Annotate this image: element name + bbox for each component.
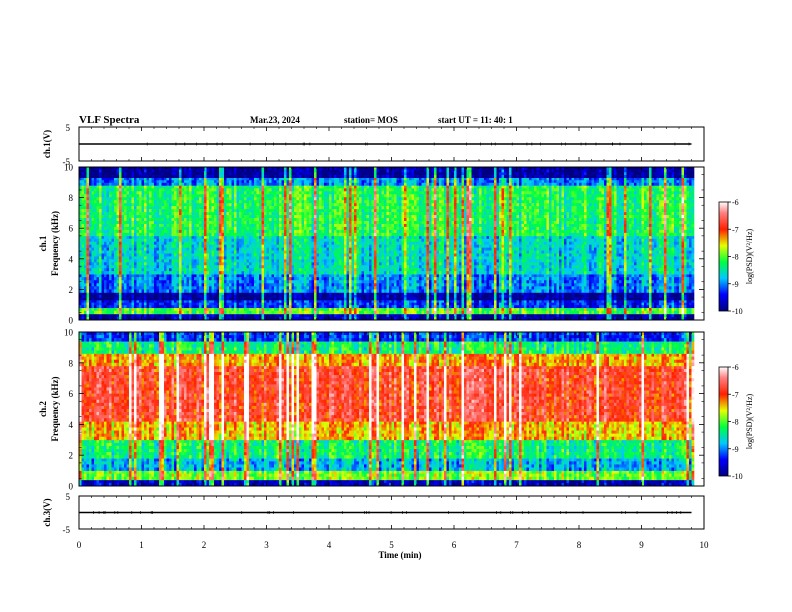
y-tick-label: 0 — [69, 482, 74, 492]
colorbar-tick-label: -10 — [732, 472, 743, 481]
x-tick-label: 4 — [327, 540, 332, 550]
x-tick-label: 9 — [639, 540, 644, 550]
y-tick-label: 4 — [69, 254, 74, 264]
colorbar-tick-label: -7 — [732, 390, 739, 399]
date-label: Mar.23, 2024 — [250, 115, 300, 125]
y-tick-label: 6 — [69, 224, 74, 234]
ch1-colorbar: -6 -7 -8 -9 -10 log(PSD)(V²/Hz) — [719, 198, 754, 316]
y-tick-label: 10 — [64, 163, 74, 173]
ch2-spectrogram-label: ch.2 — [38, 401, 48, 417]
colorbar-tick-label: -6 — [732, 363, 739, 372]
ch2-spectrogram-panel: 0 2 4 6 8 10 ch.2 Frequency (kHz) — [38, 328, 704, 492]
y-tick-label: 0 — [69, 316, 74, 326]
x-tick-label: 1 — [139, 540, 144, 550]
y-tick-label: -5 — [63, 525, 71, 535]
colorbar-scale — [719, 367, 728, 476]
colorbar-label: log(PSD)(V²/Hz) — [745, 229, 754, 285]
ch2-colorbar: -6 -7 -8 -9 -10 log(PSD)(V²/Hz) — [719, 363, 754, 481]
y-tick-label: 2 — [69, 451, 74, 461]
colorbar-tick-label: -8 — [732, 253, 739, 262]
x-tick-label: 3 — [264, 540, 269, 550]
x-axis-label: Time (min) — [378, 550, 421, 560]
spectrogram-image — [79, 332, 694, 486]
time-axis: 0 1 2 3 4 5 6 7 8 9 10 — [77, 540, 709, 550]
x-tick-label: 5 — [389, 540, 394, 550]
colorbar-tick-label: -9 — [732, 280, 739, 289]
y-tick-label: 10 — [64, 328, 74, 338]
station-label: station= MOS — [344, 115, 398, 125]
x-tick-label: 0 — [77, 540, 82, 550]
colorbar-label: log(PSD)(V²/Hz) — [745, 394, 754, 450]
ch1-waveform-panel: 5-5ch.1(V) — [42, 123, 704, 167]
x-tick-label: 6 — [452, 540, 457, 550]
colorbar-tick-label: -9 — [732, 445, 739, 454]
start-time-label: start UT = 11: 40: 1 — [438, 115, 513, 125]
frequency-axis-label: Frequency (kHz) — [50, 211, 60, 276]
x-tick-label: 8 — [577, 540, 582, 550]
vlf-spectra-figure: VLF Spectra Mar.23, 2024 station= MOS st… — [0, 0, 792, 612]
y-tick-label: 5 — [66, 123, 71, 133]
ch3-axis-label: ch.3(V) — [42, 498, 52, 526]
colorbar-tick-label: -6 — [732, 198, 739, 207]
y-tick-label: 5 — [66, 492, 71, 502]
frequency-axis-label: Frequency (kHz) — [50, 376, 60, 441]
colorbar-tick-label: -7 — [732, 225, 739, 234]
y-tick-label: 2 — [69, 285, 74, 295]
y-tick-label: 6 — [69, 389, 74, 399]
ch1-axis-label: ch.1(V) — [42, 130, 52, 158]
y-tick-label: 8 — [69, 193, 74, 203]
spectrogram-image — [79, 167, 694, 320]
colorbar-tick-label: -10 — [732, 307, 743, 316]
x-tick-label: 10 — [700, 540, 710, 550]
x-tick-label: 7 — [514, 540, 519, 550]
figure-title: VLF Spectra — [79, 114, 140, 126]
y-tick-label: 4 — [69, 420, 74, 430]
y-tick-label: 8 — [69, 358, 74, 368]
ch1-spectrogram-label: ch.1 — [38, 235, 48, 251]
ch1-spectrogram-panel: 0 2 4 6 8 10 ch.1 Frequency (kHz) — [38, 163, 704, 326]
x-tick-label: 2 — [202, 540, 207, 550]
colorbar-scale — [719, 202, 728, 311]
colorbar-tick-label: -8 — [732, 418, 739, 427]
ch3-waveform-panel: 5 -5 ch.3(V) — [42, 492, 704, 535]
